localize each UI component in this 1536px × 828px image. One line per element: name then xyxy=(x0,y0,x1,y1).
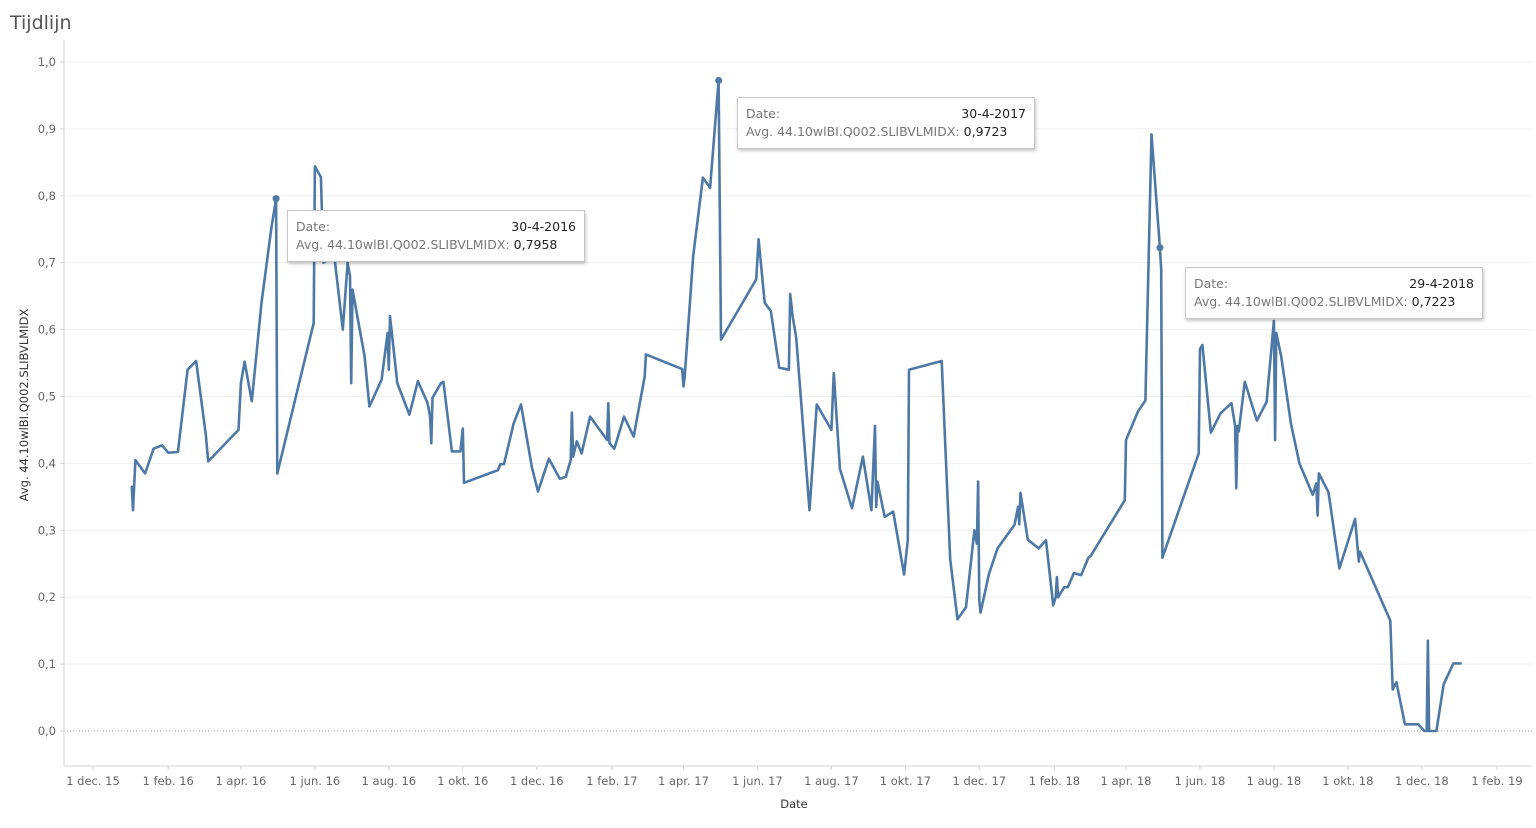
y-tick-label: 0,0 xyxy=(38,724,56,738)
markers xyxy=(272,77,1164,252)
x-tick-label: 1 apr. 18 xyxy=(1101,774,1152,788)
y-tick-label: 0,2 xyxy=(38,590,56,604)
x-tick-label: 1 dec. 16 xyxy=(510,774,564,788)
y-tick-label: 1,0 xyxy=(38,55,56,69)
x-tick-label: 1 apr. 17 xyxy=(658,774,709,788)
axes: 0,0 0,1 0,2 0,3 0,4 0,5 0,6 0,7 0,8 0,9 1,0 1 dec. … xyxy=(38,40,1532,788)
series-layer xyxy=(130,79,1462,733)
y-tick-label: 0,1 xyxy=(38,657,56,671)
x-tick-label: 1 jun. 18 xyxy=(1175,774,1226,788)
tooltip-2018: Date: 29-4-2018 Avg. 44.10wlBI.Q002.SLIBV… xyxy=(1185,267,1483,319)
y-tick-label: 0,3 xyxy=(38,523,56,537)
y-tick-label: 0,7 xyxy=(38,256,56,270)
y-axis-title: Avg. 44.10wlBI.Q002.SLIBVLMIDX xyxy=(17,309,31,502)
data-point-marker xyxy=(272,195,280,203)
x-tick-label: 1 apr. 16 xyxy=(215,774,266,788)
x-tick-label: 1 feb. 17 xyxy=(586,774,637,788)
x-tick-label: 1 aug. 16 xyxy=(362,774,417,788)
x-tick-label: 1 okt. 18 xyxy=(1322,774,1373,788)
y-tick-label: 0,9 xyxy=(38,122,56,136)
x-tick-label: 1 okt. 16 xyxy=(437,774,488,788)
x-tick-label: 1 aug. 17 xyxy=(804,774,859,788)
x-tick-label: 1 aug. 18 xyxy=(1247,774,1302,788)
x-axis-title: Date xyxy=(780,797,808,811)
x-tick-label: 1 jun. 16 xyxy=(290,774,341,788)
tooltip-2016: Date: 30-4-2016 Avg. 44.10wlBI.Q002.SLIBV… xyxy=(287,210,585,262)
data-point-marker xyxy=(715,77,723,85)
y-tick-label: 0,6 xyxy=(38,323,56,337)
tooltip-2017: Date: 30-4-2017 Avg. 44.10wlBI.Q002.SLIBV… xyxy=(737,97,1035,149)
data-point-marker xyxy=(1156,244,1164,252)
x-tick-label: 1 jun. 17 xyxy=(732,774,783,788)
x-tick-label: 1 feb. 19 xyxy=(1471,774,1522,788)
series-line xyxy=(130,79,1462,733)
y-tick-label: 0,4 xyxy=(38,456,56,470)
page-title: Tijdlijn xyxy=(10,12,72,34)
x-tick-label: 1 dec. 18 xyxy=(1395,774,1449,788)
y-tick-label: 0,8 xyxy=(38,189,56,203)
x-tick-label: 1 feb. 18 xyxy=(1029,774,1080,788)
x-tick-label: 1 okt. 17 xyxy=(880,774,931,788)
gridlines xyxy=(64,61,1532,732)
x-tick-label: 1 dec. 15 xyxy=(66,774,120,788)
x-tick-label: 1 feb. 16 xyxy=(142,774,193,788)
x-tick-label: 1 dec. 17 xyxy=(952,774,1006,788)
y-tick-label: 0,5 xyxy=(38,390,56,404)
